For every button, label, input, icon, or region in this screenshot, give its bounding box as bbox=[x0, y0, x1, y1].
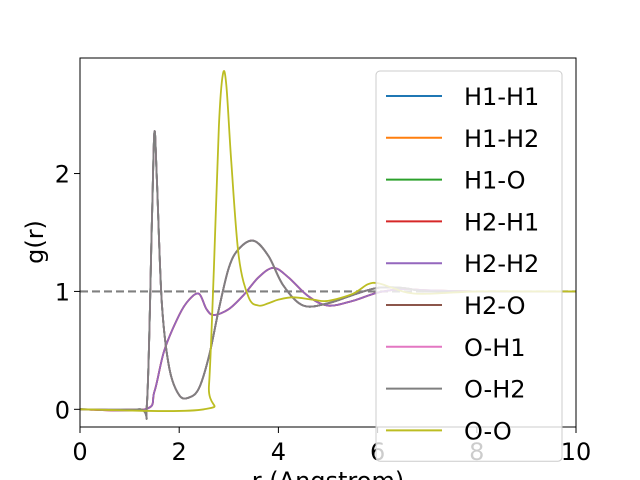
legend-label: O-H2 bbox=[464, 376, 526, 404]
legend-label: H1-O bbox=[464, 167, 526, 195]
legend-label: O-O bbox=[464, 417, 512, 445]
y-tick-label: 1 bbox=[55, 278, 70, 306]
legend-label: H2-H2 bbox=[464, 250, 539, 278]
legend-entry-h1-o: H1-O bbox=[386, 167, 526, 195]
x-tick-label: 0 bbox=[72, 438, 87, 466]
legend-label: H1-H2 bbox=[464, 125, 539, 153]
legend-entry-o-h1: O-H1 bbox=[386, 334, 526, 362]
x-tick-label: 10 bbox=[561, 438, 592, 466]
legend-entry-h1-h1: H1-H1 bbox=[386, 83, 539, 111]
legend-entry-o-h2: O-H2 bbox=[386, 376, 526, 404]
y-tick-label: 0 bbox=[55, 396, 70, 424]
y-tick-label: 2 bbox=[55, 161, 70, 189]
legend: H1-H1 H1-H2 H1-O H2-H1 H2-H2 H2-O O-H1 O-H2 O-O bbox=[375, 70, 563, 462]
x-tick-label: 2 bbox=[172, 438, 187, 466]
legend-entry-h2-h1: H2-H1 bbox=[386, 208, 539, 236]
legend-box bbox=[375, 70, 563, 462]
legend-entry-h2-h2: H2-H2 bbox=[386, 250, 539, 278]
legend-entry-h2-o: H2-O bbox=[386, 292, 526, 320]
x-tick-label: 4 bbox=[271, 438, 286, 466]
y-axis: 0 1 2 bbox=[55, 161, 80, 424]
x-axis-label: r (Angstrom) bbox=[252, 467, 404, 480]
legend-label: H1-H1 bbox=[464, 83, 539, 111]
y-axis-label: g(r) bbox=[21, 220, 49, 264]
legend-label: H2-H1 bbox=[464, 208, 539, 236]
legend-entry-o-o: O-O bbox=[386, 417, 512, 445]
legend-entry-h1-h2: H1-H2 bbox=[386, 125, 539, 153]
legend-label: H2-O bbox=[464, 292, 526, 320]
plot-frame bbox=[79, 57, 577, 428]
legend-label: O-H1 bbox=[464, 334, 526, 362]
